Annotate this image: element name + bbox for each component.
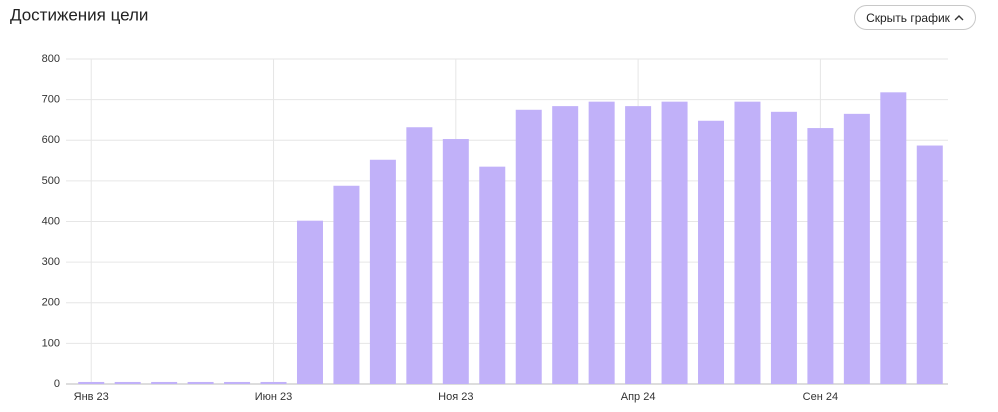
bar (442, 139, 469, 384)
y-tick-label: 700 (42, 94, 60, 106)
bar (78, 381, 105, 384)
y-tick-label: 800 (42, 53, 60, 65)
y-tick-label: 300 (42, 256, 60, 268)
x-tick-label: Апр 24 (621, 391, 656, 403)
y-tick-label: 500 (42, 175, 60, 187)
y-tick-label: 600 (42, 134, 60, 146)
bar (588, 101, 615, 384)
chart-title: Достижения цели (10, 5, 148, 24)
y-tick-label: 200 (42, 297, 60, 309)
bar (698, 120, 725, 384)
button-label[interactable]: Скрыть график (866, 10, 950, 25)
y-tick-label: 400 (42, 215, 60, 227)
x-tick-label: Янв 23 (74, 391, 109, 403)
bar (515, 109, 542, 384)
bar (661, 101, 688, 384)
y-tick-label: 0 (54, 378, 60, 390)
chevron-icon[interactable] (954, 14, 964, 22)
hide-chart-button[interactable]: Скрыть график (854, 5, 976, 30)
bar (151, 381, 178, 384)
bar (114, 381, 141, 384)
x-tick-label: Ноя 23 (438, 391, 473, 403)
bar (260, 381, 287, 384)
bar (224, 381, 251, 384)
bar (406, 127, 433, 384)
bar (734, 101, 761, 384)
bar (552, 106, 579, 384)
bar (369, 159, 396, 384)
bar (916, 145, 943, 384)
bar (333, 185, 360, 384)
bar (479, 166, 506, 384)
bar (187, 381, 214, 384)
bar (770, 111, 797, 384)
x-tick-label: Сен 24 (803, 391, 838, 403)
bar (843, 113, 870, 384)
bar (880, 92, 907, 384)
x-tick-label: Июн 23 (255, 391, 293, 403)
bar (296, 220, 323, 384)
bar (807, 128, 834, 384)
y-tick-label: 100 (42, 337, 60, 349)
bar (625, 106, 652, 384)
